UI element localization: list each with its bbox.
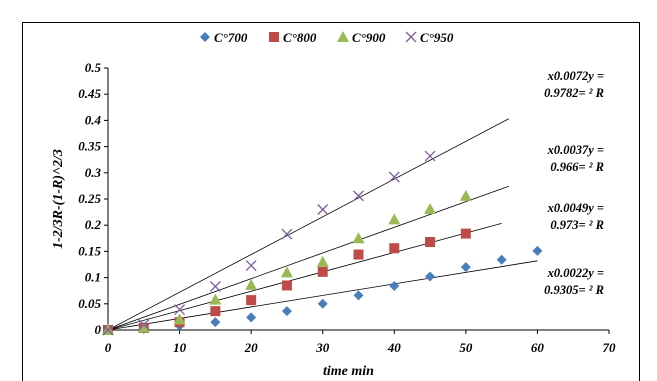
legend-marker — [200, 32, 210, 42]
marker-stroke — [245, 260, 257, 272]
legend-label: C°900 — [352, 30, 386, 45]
trendline-r2: 0.973= ² R — [550, 218, 604, 232]
data-point — [317, 298, 328, 309]
x-tick-label: 10 — [173, 340, 187, 355]
data-point — [425, 236, 436, 247]
data-point — [496, 254, 507, 265]
trendline — [107, 222, 502, 331]
axes: 0 10 20 30 40 50 60 70 0 0.05 0.1 0.15 0.2 0.25 0.3 0.… — [78, 60, 616, 355]
data-point — [281, 306, 292, 317]
legend-label: C°700 — [214, 30, 248, 45]
data-point — [316, 255, 329, 267]
data-point — [281, 280, 292, 291]
data-point — [281, 228, 293, 240]
marker-stroke — [317, 204, 329, 215]
trendline-equations: x0.0022y = 0.9305= ² R x0.0037y = 0.966= ² … — [544, 69, 604, 297]
data-point — [138, 319, 150, 331]
trendline-equation: x0.0037y = — [547, 143, 604, 157]
y-tick-label: 0.3 — [85, 165, 102, 180]
marker-stroke — [174, 304, 186, 316]
legend-marker — [269, 32, 279, 42]
data-point — [246, 295, 257, 306]
trendline-r2: 0.966= ² R — [550, 160, 604, 174]
marker-stroke — [353, 190, 364, 202]
y-axis-title: 1-2/3R-(1-R)^2/3 — [51, 149, 66, 249]
x-tick-label: 0 — [105, 340, 112, 355]
data-point — [389, 243, 400, 254]
x-ticks: 0 10 20 30 40 50 60 70 — [105, 330, 616, 355]
data-point — [352, 232, 365, 244]
y-tick-label: 0.4 — [85, 112, 102, 127]
data-point — [353, 249, 364, 260]
data-point — [210, 317, 221, 328]
y-tick-label: 0.15 — [78, 243, 101, 258]
marker-stroke — [209, 281, 221, 292]
data-point — [102, 324, 114, 336]
marker-stroke — [102, 324, 114, 336]
trendline-equation: x0.0049y = — [547, 201, 604, 215]
legend: C°700 C°800 C°900 C°950 — [200, 30, 454, 45]
x-tick-label: 50 — [459, 340, 473, 355]
data-point — [280, 266, 293, 278]
data-point — [460, 228, 471, 239]
data-point — [388, 171, 400, 183]
x-tick-label: 30 — [315, 340, 330, 355]
marker-stroke — [424, 150, 436, 162]
data-point — [209, 281, 221, 292]
data-point — [388, 213, 401, 225]
data-point — [173, 313, 186, 325]
y-tick-label: 0.25 — [78, 191, 101, 206]
y-ticks: 0 0.05 0.1 0.15 0.2 0.25 0.3 0.35 0.4 0.45 0.5 — [78, 60, 108, 337]
data-point — [317, 266, 328, 277]
trendline — [107, 185, 509, 331]
data-point — [209, 293, 222, 305]
data-point — [245, 278, 258, 290]
trendline — [107, 118, 509, 331]
x-tick-label: 20 — [244, 340, 259, 355]
data-points — [102, 150, 543, 336]
data-point — [353, 190, 364, 202]
trendlines — [107, 118, 538, 331]
marker-stroke — [405, 31, 417, 43]
y-tick-label: 0.45 — [78, 86, 101, 101]
trendline-equation: x0.0072y = — [547, 69, 604, 83]
data-point — [353, 290, 364, 301]
trendline-equation: x0.0022y = — [547, 266, 604, 280]
data-point — [424, 202, 437, 214]
y-tick-label: 0.2 — [85, 217, 102, 232]
data-point — [246, 312, 257, 323]
y-tick-label: 0.05 — [78, 296, 101, 311]
y-tick-label: 0.35 — [78, 139, 101, 154]
marker-stroke — [138, 319, 150, 331]
marker-stroke — [281, 228, 293, 240]
data-point — [210, 306, 221, 317]
data-point — [425, 271, 436, 282]
data-point — [317, 204, 329, 215]
legend-marker — [405, 31, 417, 43]
y-tick-label: 0 — [95, 322, 102, 337]
data-point — [460, 262, 471, 273]
data-point — [245, 260, 257, 272]
legend-label: C°800 — [283, 30, 317, 45]
y-tick-label: 0.1 — [85, 270, 101, 285]
data-point — [532, 245, 543, 256]
x-tick-label: 40 — [387, 340, 402, 355]
data-point — [459, 189, 472, 201]
data-point — [424, 150, 436, 162]
trendline-r2: 0.9305= ² R — [544, 283, 604, 297]
marker-stroke — [388, 171, 400, 183]
legend-label: C°950 — [420, 30, 454, 45]
data-point — [174, 304, 186, 316]
x-tick-label: 70 — [603, 340, 617, 355]
trendline-r2: 0.9782= ² R — [544, 86, 604, 100]
data-point — [137, 321, 150, 333]
data-point — [389, 280, 400, 291]
x-tick-label: 60 — [531, 340, 545, 355]
y-tick-label: 0.5 — [85, 60, 102, 75]
x-axis-title: time min — [323, 364, 374, 379]
legend-marker — [337, 31, 349, 42]
